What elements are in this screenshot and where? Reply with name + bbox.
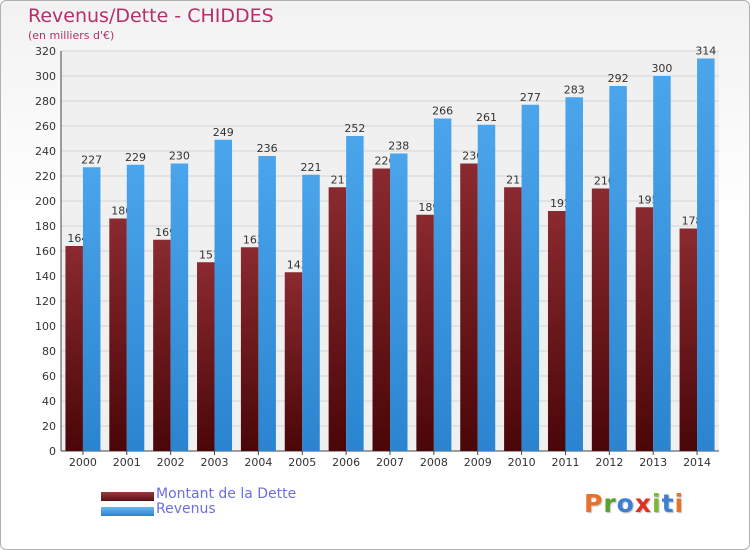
y-tick-label: 140 [35, 270, 56, 283]
data-label-revenus: 221 [301, 161, 322, 174]
y-tick-label: 60 [42, 370, 56, 383]
data-label-revenus: 249 [213, 126, 234, 139]
data-label-revenus: 229 [125, 151, 146, 164]
logo-letter: t [661, 489, 675, 518]
data-label-revenus: 252 [344, 122, 365, 135]
x-tick-label: 2014 [683, 456, 711, 469]
x-tick-label: 2004 [244, 456, 272, 469]
x-tick-label: 2010 [508, 456, 536, 469]
bar-dette [197, 262, 215, 451]
bar-revenus [565, 97, 583, 451]
bar-dette [547, 211, 566, 451]
legend-label-dette: Montant de la Dette [156, 486, 297, 502]
data-label-revenus: 283 [564, 83, 585, 96]
data-label-revenus: 236 [257, 142, 278, 155]
x-tick-label: 2012 [595, 456, 623, 469]
bar-revenus [346, 136, 364, 451]
bar-revenus [170, 163, 189, 451]
logo-letter: i [674, 489, 685, 518]
y-tick-label: 80 [42, 345, 56, 358]
legend-label-revenus: Revenus [156, 501, 216, 517]
bar-dette [153, 239, 171, 451]
bar-dette [635, 207, 654, 451]
bar-dette [284, 272, 303, 451]
x-tick-label: 2003 [201, 456, 229, 469]
bar-revenus [82, 167, 101, 451]
y-tick-label: 20 [42, 420, 56, 433]
logo-letter: x [634, 489, 652, 518]
bar-dette [460, 163, 478, 451]
logo-letter: o [616, 489, 635, 518]
chart-title: Revenus/Dette - CHIDDES [28, 5, 274, 27]
bar-revenus [302, 174, 320, 451]
y-tick-label: 300 [35, 70, 56, 83]
data-label-revenus: 314 [695, 45, 716, 58]
x-tick-label: 2006 [332, 456, 360, 469]
bar-revenus [126, 164, 145, 451]
x-tick-label: 2002 [157, 456, 185, 469]
y-tick-label: 200 [35, 195, 56, 208]
data-label-revenus: 292 [608, 72, 629, 85]
data-label-revenus: 261 [476, 111, 497, 124]
logo-letter: P [584, 489, 604, 518]
chart-subtitle: (en milliers d'€) [28, 29, 115, 42]
bar-revenus [609, 86, 627, 451]
bar-revenus [521, 104, 540, 451]
y-tick-label: 320 [35, 45, 56, 58]
y-tick-label: 280 [35, 95, 56, 108]
y-tick-label: 0 [49, 445, 56, 458]
bar-revenus [433, 118, 452, 451]
y-tick-label: 100 [35, 320, 56, 333]
bar-revenus [258, 156, 276, 451]
data-label-revenus: 238 [388, 140, 409, 153]
bar-dette [372, 168, 390, 451]
bar-dette [240, 247, 259, 451]
bar-dette [109, 218, 127, 451]
y-tick-label: 120 [35, 295, 56, 308]
logo-letter: r [603, 489, 617, 518]
x-tick-label: 2009 [464, 456, 492, 469]
y-tick-label: 240 [35, 145, 56, 158]
logo-letter: i [652, 489, 662, 518]
x-tick-label: 2000 [69, 456, 97, 469]
legend-swatch-revenus [101, 507, 154, 516]
data-label-revenus: 266 [432, 105, 453, 118]
x-tick-label: 2013 [639, 456, 667, 469]
bar-dette [679, 228, 698, 451]
x-tick-label: 2005 [288, 456, 316, 469]
y-tick-label: 220 [35, 170, 56, 183]
proxiti-logo: Proxiti [584, 489, 684, 518]
bar-revenus [390, 153, 408, 451]
data-label-revenus: 227 [81, 153, 102, 166]
bar-dette [504, 187, 522, 451]
bar-dette [591, 188, 610, 451]
bar-revenus [653, 76, 671, 451]
y-tick-label: 160 [35, 245, 56, 258]
bar-dette [416, 214, 434, 451]
data-label-revenus: 300 [651, 62, 672, 75]
bar-dette [65, 246, 83, 451]
bar-dette [328, 187, 347, 451]
bar-revenus [214, 139, 233, 451]
x-tick-label: 2007 [376, 456, 404, 469]
y-tick-label: 40 [42, 395, 56, 408]
bar-revenus [697, 58, 715, 451]
y-tick-label: 180 [35, 220, 56, 233]
data-label-revenus: 277 [520, 91, 541, 104]
data-label-revenus: 230 [169, 150, 190, 163]
x-tick-label: 2001 [113, 456, 141, 469]
y-tick-label: 260 [35, 120, 56, 133]
bar-revenus [477, 124, 496, 451]
x-tick-label: 2011 [551, 456, 579, 469]
x-tick-label: 2008 [420, 456, 448, 469]
legend-swatch-dette [101, 492, 154, 501]
